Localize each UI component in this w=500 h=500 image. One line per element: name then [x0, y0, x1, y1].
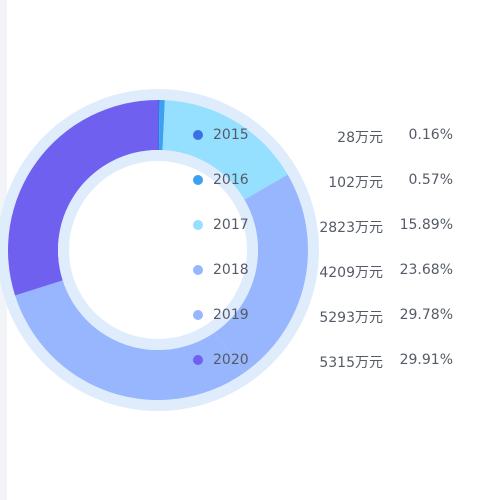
legend-marker: [193, 175, 203, 185]
legend-value-label: 5315万元: [319, 355, 383, 371]
legend-year-label: 2019: [213, 307, 249, 323]
legend-item-2018: 2018 4209万元 23.68%: [190, 256, 460, 301]
legend-percent-label: 29.78%: [399, 307, 453, 323]
legend-value-label: 102万元: [328, 175, 383, 191]
donut-slice-2016: [158, 100, 165, 151]
legend-value-label: 4209万元: [319, 265, 383, 281]
legend-value-label: 28万元: [337, 130, 383, 146]
legend-value-label: 5293万元: [319, 310, 383, 326]
donut-slice-2017: [162, 100, 288, 200]
legend-item-2015: 2015 28万元 0.16%: [190, 121, 460, 166]
legend-marker: [193, 265, 203, 275]
legend-year-label: 2016: [213, 172, 249, 188]
legend-percent-label: 29.91%: [399, 352, 453, 368]
legend-year-label: 2017: [213, 217, 249, 233]
legend-year-label: 2018: [213, 262, 249, 278]
legend-percent-label: 23.68%: [399, 262, 453, 278]
legend-item-2019: 2019 5293万元 29.78%: [190, 301, 460, 346]
donut-slice-2015: [158, 100, 160, 151]
legend-marker: [193, 355, 203, 365]
legend-year-label: 2020: [213, 352, 249, 368]
legend-year-label: 2015: [213, 127, 249, 143]
chart-legend: 2015 28万元 0.16% 2016 102万元 0.57% 2017 2823万元 15.…: [190, 121, 460, 391]
donut-slice-2019: [15, 280, 244, 401]
legend-percent-label: 0.16%: [408, 127, 453, 143]
legend-value-label: 2823万元: [319, 220, 383, 236]
legend-percent-label: 15.89%: [399, 217, 453, 233]
donut-hole: [69, 161, 247, 339]
donut-slice-2020: [8, 100, 159, 296]
legend-item-2016: 2016 102万元 0.57%: [190, 166, 460, 211]
legend-item-2020: 2020 5315万元 29.91%: [190, 346, 460, 391]
legend-percent-label: 0.57%: [408, 172, 453, 188]
legend-item-2017: 2017 2823万元 15.89%: [190, 211, 460, 256]
legend-marker: [193, 220, 203, 230]
legend-marker: [193, 130, 203, 140]
legend-marker: [193, 310, 203, 320]
donut-slice-2018: [215, 174, 308, 374]
donut-slices: [8, 100, 308, 401]
